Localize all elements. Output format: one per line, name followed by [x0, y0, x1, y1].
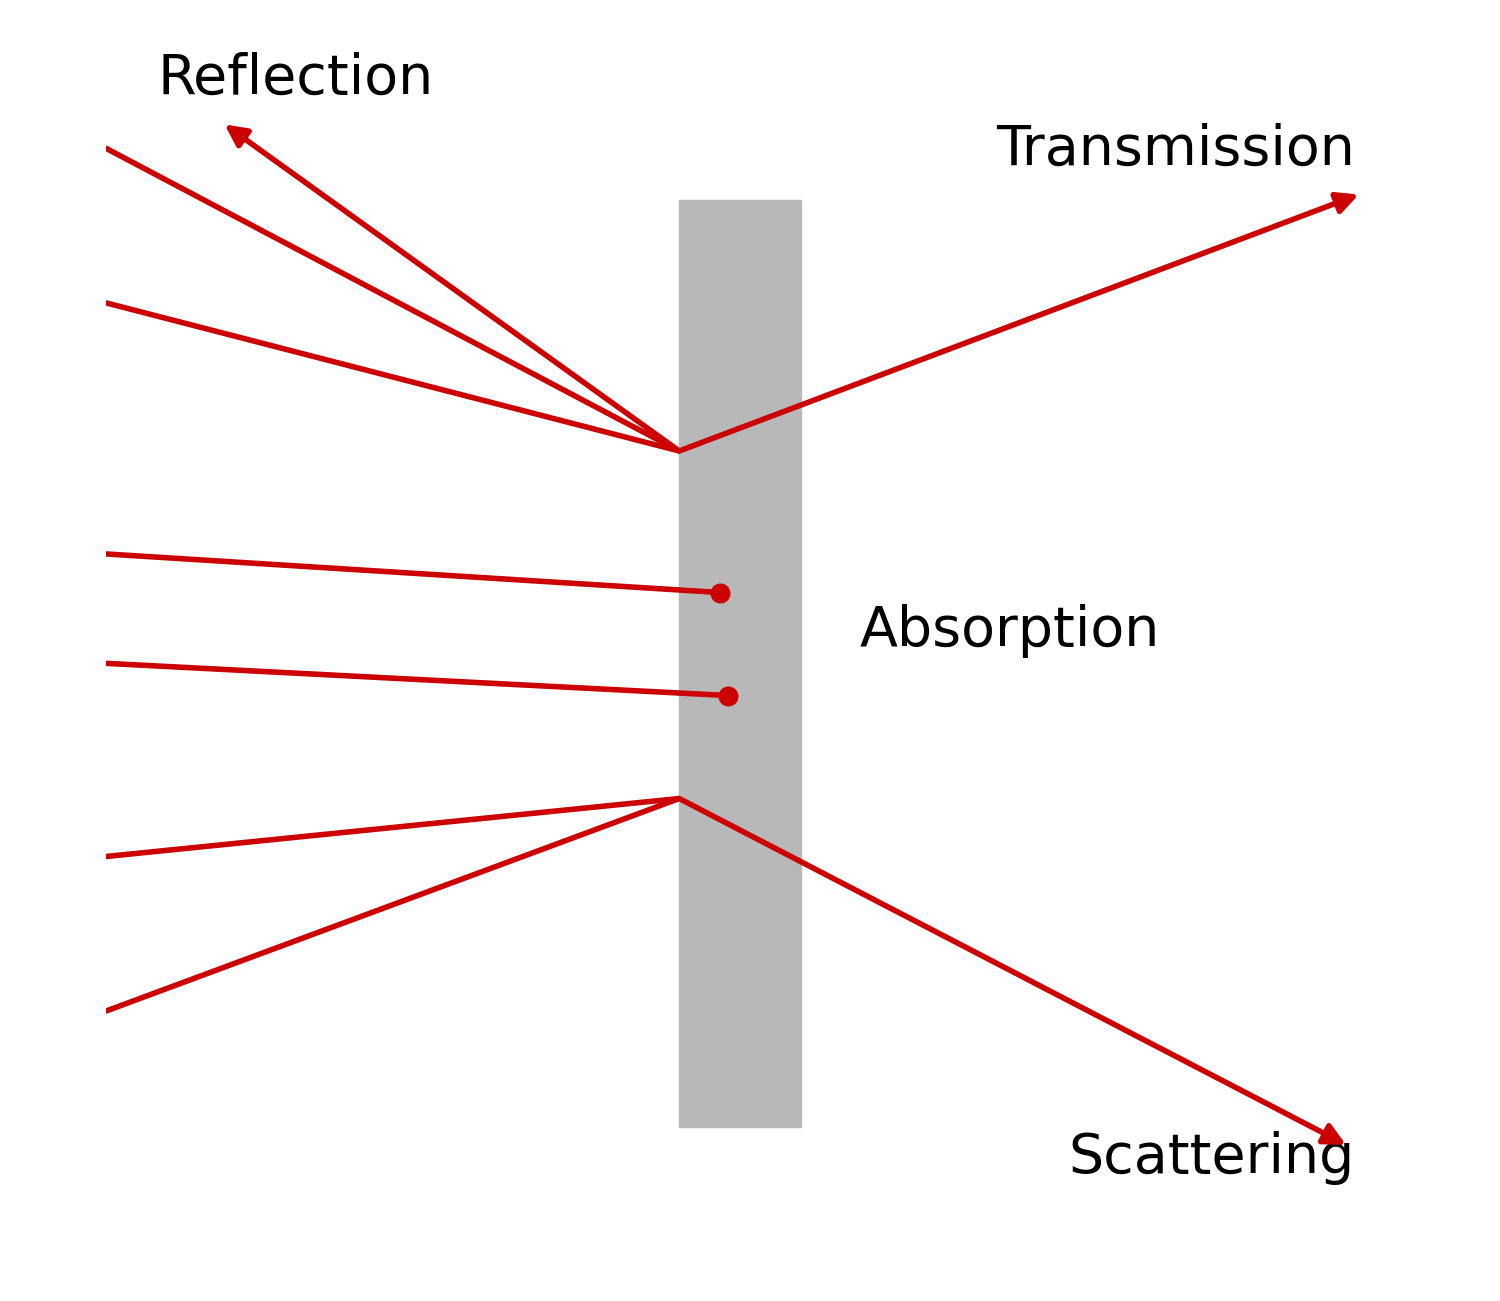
Text: Scattering: Scattering — [1068, 1131, 1354, 1185]
Point — [716, 686, 740, 706]
Bar — [680, 200, 801, 1127]
Text: Absorption: Absorption — [859, 604, 1160, 658]
Text: Reflection: Reflection — [158, 52, 434, 105]
Point — [708, 582, 732, 602]
Text: Transmission: Transmission — [996, 122, 1354, 177]
